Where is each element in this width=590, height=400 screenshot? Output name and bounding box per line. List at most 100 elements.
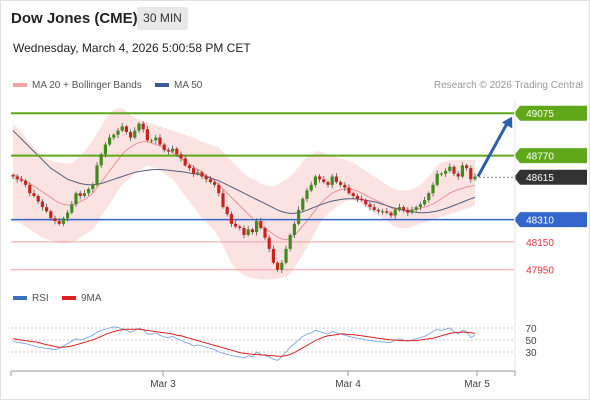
candle-body [292,223,296,235]
x-label-Mar-4: Mar 4 [335,379,361,390]
candle-body [99,154,103,166]
candle-body [381,211,385,213]
candle-body [469,168,473,180]
candle-body [95,165,99,185]
candle-body [385,211,389,213]
candle-body [473,176,477,180]
current-price-tag [514,169,587,185]
candle-body [372,207,376,210]
candle-body [150,140,154,142]
level-tag-48770 [514,148,587,164]
target-arrow-shaft [476,120,510,178]
candle-body [192,168,196,174]
candle-body [309,184,313,191]
candle-body [263,227,267,238]
rsi-line [12,326,476,361]
rsi-tick-50: 50 [525,336,537,347]
candle-body [389,212,393,216]
candle-body [200,172,204,177]
candle-body [36,195,40,202]
candle-body [229,214,233,224]
candle-body [238,226,242,228]
candle-body [166,150,170,152]
candle-body [267,237,271,249]
ma9-swatch [62,296,76,301]
legend-9ma: 9MA [62,293,102,304]
x-label-Mar-5: Mar 5 [464,379,490,390]
candle-body [74,193,78,205]
candle-body [171,148,175,152]
candle-body [103,144,107,155]
candle-body [423,200,427,205]
candle-body [19,179,23,181]
legend-ma20: MA 20 + Bollinger Bands [13,80,142,91]
candle-body [133,130,137,138]
candle-body [271,248,275,263]
candle-body [112,134,116,138]
candle-body [355,195,359,199]
candle-body [187,165,191,169]
level-label-49075: 49075 [526,109,554,120]
candle-body [456,173,460,177]
candle-body [364,200,368,205]
candle-body [368,204,372,208]
candle-body [183,158,187,166]
candle-body [402,207,406,210]
candle-body [280,262,284,270]
level-label-48770: 48770 [526,152,554,163]
candle-body [196,172,200,174]
ma50-swatch [155,83,169,88]
candle-body [24,180,28,185]
candle-body [129,131,133,138]
candle-body [334,176,338,183]
legend-ma50: MA 50 [155,80,202,91]
credit-text: Research © 2026 Trading Central [433,80,583,91]
level-label-48150: 48150 [526,238,554,249]
candle-body [208,179,212,183]
candle-body [179,154,183,159]
candle-body [221,193,225,208]
rsi-ma-line [12,328,476,357]
candle-body [28,184,32,194]
candle-body [448,166,452,171]
candle-body [40,201,44,208]
candle-body [318,176,322,180]
candle-body [154,137,158,141]
ma20-swatch [13,83,27,88]
candle-body [297,209,301,224]
candle-body [465,165,469,169]
candle-body [414,207,418,210]
candle-body [225,207,229,215]
candle-body [53,218,57,222]
candle-body [330,176,334,185]
legend-rsi: RSI [13,293,49,304]
candle-body [305,190,309,199]
candle-body [326,182,330,185]
candle-body [246,229,250,235]
candle-body [242,227,246,235]
candle-body [49,211,53,219]
candle-body [431,184,435,194]
candle-body [444,170,448,174]
candle-body [82,193,86,196]
candle-body [339,182,343,185]
candle-body [141,123,145,130]
candle-body [45,207,49,212]
timeframe-badge[interactable]: 30 MIN [137,7,188,30]
rsi-tick-70: 70 [525,324,537,335]
candle-body [406,209,410,213]
candle-body [87,189,91,194]
x-label-Mar-3: Mar 3 [150,379,176,390]
current-price-label: 48615 [526,173,554,184]
candle-body [418,204,422,208]
level-tag-49075 [514,105,587,121]
candle-body [175,148,179,155]
candle-body [276,262,280,270]
candle-body [360,198,364,201]
candle-body [204,176,208,180]
candle-body [116,130,120,135]
rsi-tick-30: 30 [525,348,537,359]
candle-body [284,248,288,263]
candle-body [313,176,317,185]
candle-body [259,221,263,228]
